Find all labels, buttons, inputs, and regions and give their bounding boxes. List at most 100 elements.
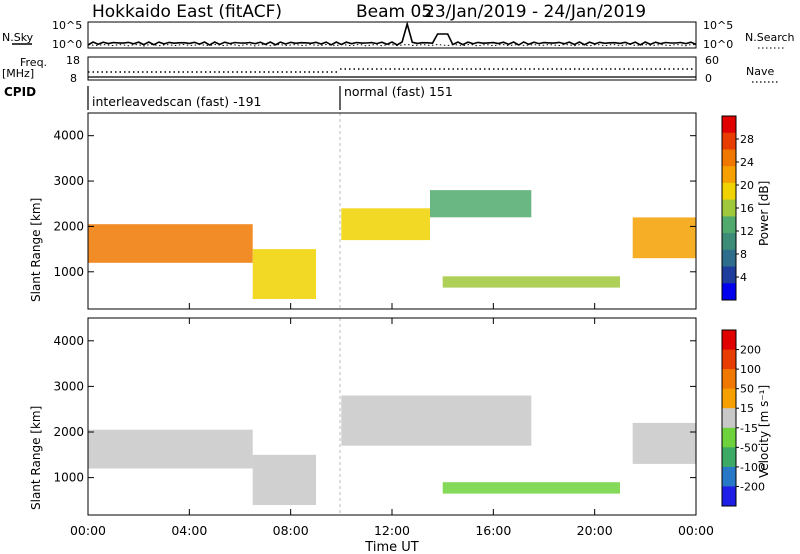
x-tick-label-4: 16:00 bbox=[475, 523, 511, 538]
power-colorbar-swatch-3 bbox=[722, 166, 736, 184]
power-colorbar-label-0: 28 bbox=[740, 133, 754, 146]
nsky-tick-bottom: 10^0 bbox=[52, 38, 82, 51]
velocity-region-1 bbox=[88, 429, 253, 469]
velocity-colorbar-swatch-8 bbox=[722, 486, 736, 507]
date-range: 23/Jan/2019 - 24/Jan/2019 bbox=[424, 2, 646, 22]
power-region-5 bbox=[442, 276, 620, 288]
velocity-panel: 1000 2000 3000 4000 Slant Range [km] 200 100… bbox=[29, 317, 771, 516]
power-colorbar-label-4: 12 bbox=[740, 225, 754, 238]
power-colorbar-label-6: 4 bbox=[740, 271, 747, 284]
velocity-colorbar-swatch-3 bbox=[722, 388, 736, 409]
power-region-4 bbox=[430, 190, 532, 218]
power-region-6 bbox=[632, 217, 696, 259]
velocity-ytick-label-0: 1000 bbox=[53, 471, 84, 485]
velocity-ylabel: Slant Range [km] bbox=[29, 406, 43, 510]
nsky-label: N.Sky bbox=[2, 31, 34, 44]
power-region-2 bbox=[252, 249, 316, 299]
noise-search-line bbox=[87, 43, 697, 47]
velocity-region-4 bbox=[442, 482, 620, 494]
freq-label: Freq. bbox=[20, 56, 47, 69]
nsearch-label: N.Search bbox=[745, 31, 795, 44]
velocity-colorbar-label-3: 15 bbox=[740, 402, 754, 415]
noise-panel-frame bbox=[87, 21, 697, 49]
power-colorbar-swatch-2 bbox=[722, 149, 736, 167]
power-panel: 1000 2000 3000 4000 Slant Range [km] 28 24 20… bbox=[29, 112, 771, 310]
figure-title: Hokkaido East (fitACF) bbox=[92, 2, 282, 22]
power-ytick-label-2: 3000 bbox=[53, 174, 84, 188]
velocity-colorbar-label-4: -15 bbox=[740, 422, 758, 435]
cpid-segment-2: normal (fast) 151 bbox=[344, 84, 453, 99]
cpid-segment-1: interleavedscan (fast) -191 bbox=[92, 94, 261, 109]
velocity-colorbar-label-1: 100 bbox=[740, 363, 761, 376]
freq-unit-label: [MHz] bbox=[2, 67, 34, 80]
power-colorbar-swatch-10 bbox=[722, 283, 736, 301]
power-colorbar-swatch-7 bbox=[722, 233, 736, 251]
power-colorbar-swatch-1 bbox=[722, 132, 736, 150]
velocity-colorbar-frame bbox=[721, 329, 737, 507]
freq-tick-top: 18 bbox=[66, 54, 80, 67]
cpid-label: CPID bbox=[4, 85, 36, 99]
x-tick-label-1: 04:00 bbox=[171, 523, 207, 538]
power-colorbar-swatch-0 bbox=[722, 116, 736, 134]
nsky-tick-top: 10^5 bbox=[52, 19, 82, 32]
velocity-y-ticks: 1000 2000 3000 4000 bbox=[53, 334, 696, 485]
power-colorbar: 28 24 20 16 12 8 4 bbox=[721, 115, 754, 301]
power-colorbar-label-1: 24 bbox=[740, 156, 754, 169]
x-tick-label-2: 08:00 bbox=[273, 523, 309, 538]
velocity-colorbar-label: Velocity [m s⁻¹] bbox=[757, 385, 771, 478]
nave-label: Nave bbox=[746, 65, 774, 78]
freq-tick-bottom: 8 bbox=[70, 72, 77, 85]
velocity-colorbar-swatch-7 bbox=[722, 466, 736, 487]
power-colorbar-swatch-9 bbox=[722, 266, 736, 284]
velocity-colorbar-label-5: -50 bbox=[740, 441, 758, 454]
power-colorbar-label-2: 20 bbox=[740, 179, 754, 192]
power-data-cells bbox=[88, 190, 696, 299]
power-region-3 bbox=[341, 208, 430, 241]
nave-tick-top: 60 bbox=[705, 54, 719, 67]
x-tick-label-0: 00:00 bbox=[70, 523, 106, 538]
velocity-region-3 bbox=[341, 395, 532, 446]
x-axis-title: Time UT bbox=[364, 540, 418, 554]
power-region-1 bbox=[88, 224, 253, 263]
noise-panel: N.Sky 10^5 10^0 10^5 10^0 N.Search bbox=[2, 19, 795, 51]
power-colorbar-swatch-5 bbox=[722, 199, 736, 217]
x-tick-label-5: 20:00 bbox=[577, 523, 613, 538]
velocity-colorbar: 200 100 50 15 -15 -50 -100 -200 bbox=[721, 329, 765, 507]
power-colorbar-label-3: 16 bbox=[740, 202, 754, 215]
velocity-colorbar-label-2: 50 bbox=[740, 383, 754, 396]
velocity-colorbar-label-0: 200 bbox=[740, 344, 761, 357]
nsearch-tick-bottom: 10^0 bbox=[703, 38, 733, 51]
power-colorbar-swatch-6 bbox=[722, 216, 736, 234]
power-colorbar-label: Power [dB] bbox=[757, 181, 771, 246]
power-y-ticks: 1000 2000 3000 4000 bbox=[53, 129, 696, 279]
x-tick-label-3: 12:00 bbox=[374, 523, 410, 538]
noise-sky-line bbox=[87, 21, 697, 46]
velocity-region-5 bbox=[632, 422, 696, 464]
nave-tick-bottom: 0 bbox=[705, 72, 712, 85]
velocity-colorbar-swatch-4 bbox=[722, 408, 736, 429]
velocity-colorbar-swatch-5 bbox=[722, 427, 736, 448]
freq-panel: Freq. [MHz] 18 8 60 0 Nave bbox=[2, 54, 778, 85]
power-ytick-label-0: 1000 bbox=[53, 265, 84, 279]
power-colorbar-swatch-4 bbox=[722, 182, 736, 201]
velocity-colorbar-label-6: -100 bbox=[740, 461, 765, 474]
velocity-ytick-label-1: 2000 bbox=[53, 425, 84, 439]
power-ylabel: Slant Range [km] bbox=[29, 198, 43, 302]
cpid-row: CPID interleavedscan (fast) -191 normal … bbox=[4, 84, 453, 110]
velocity-data-cells bbox=[88, 395, 696, 505]
velocity-colorbar-label-7: -200 bbox=[740, 480, 765, 493]
power-colorbar-swatch-8 bbox=[722, 249, 736, 267]
beam-label: Beam 05 bbox=[356, 2, 432, 22]
velocity-colorbar-swatch-0 bbox=[722, 330, 736, 351]
velocity-region-2 bbox=[252, 454, 316, 505]
power-colorbar-label-5: 8 bbox=[740, 248, 747, 261]
velocity-colorbar-swatch-6 bbox=[722, 447, 736, 468]
power-ytick-label-3: 4000 bbox=[53, 129, 84, 143]
velocity-colorbar-swatch-2 bbox=[722, 369, 736, 390]
power-ytick-label-1: 2000 bbox=[53, 219, 84, 233]
velocity-colorbar-swatch-1 bbox=[722, 349, 736, 370]
time-axis: 00:00 04:00 08:00 12:00 16:00 20:00 00:00 bbox=[70, 303, 714, 538]
velocity-ytick-label-3: 4000 bbox=[53, 334, 84, 348]
x-tick-label-6: 00:00 bbox=[678, 523, 714, 538]
